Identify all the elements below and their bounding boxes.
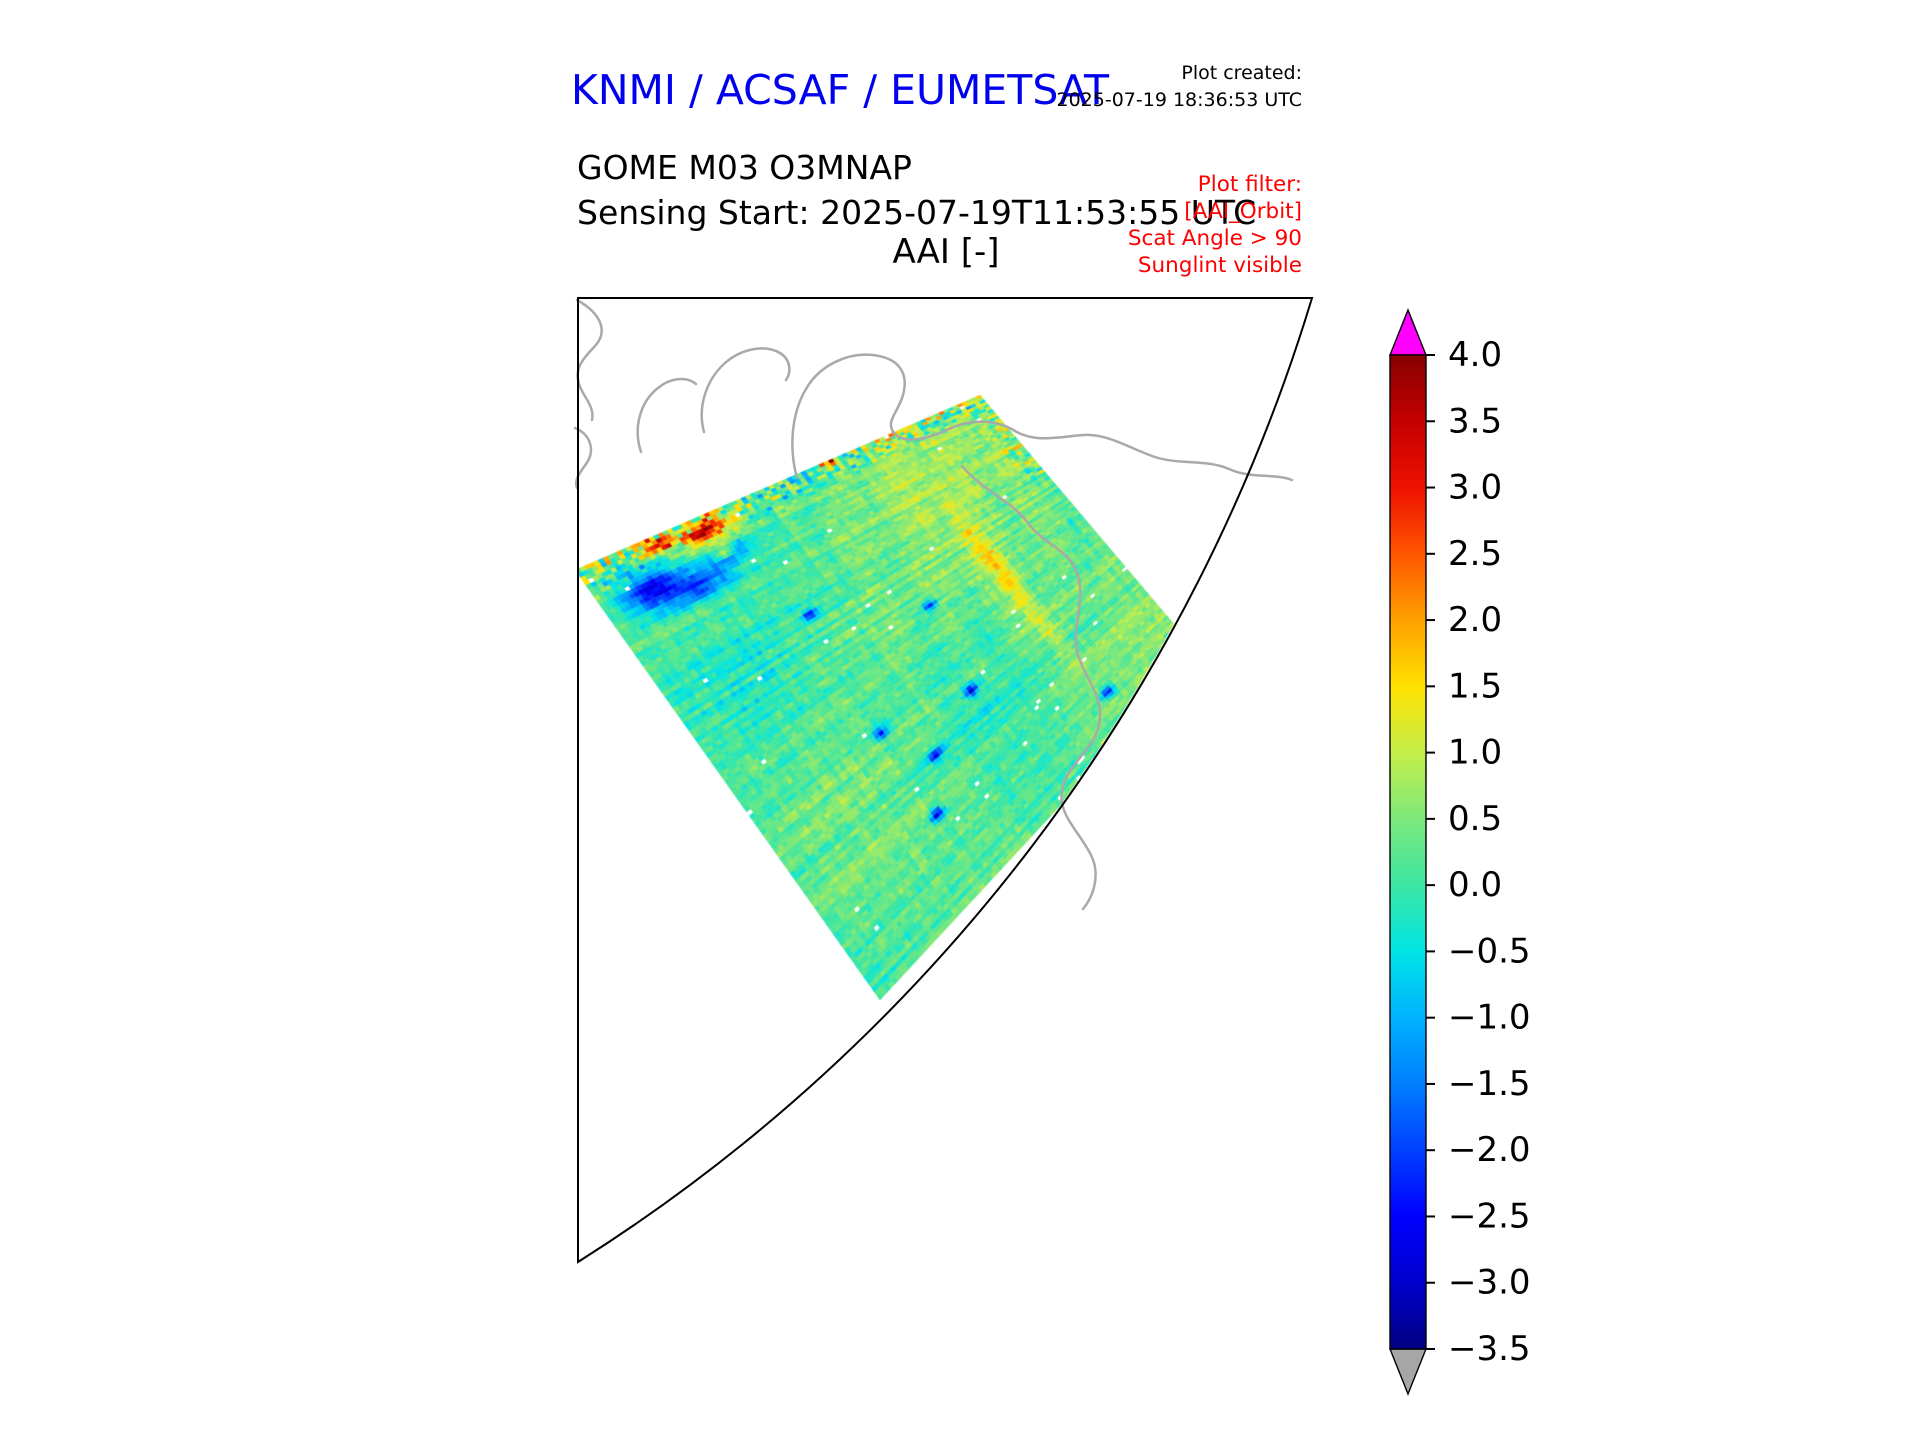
sensing-start: Sensing Start: 2025-07-19T11:53:55 UTC bbox=[577, 193, 1257, 232]
plot-created: Plot created: 2025-07-19 18:36:53 UTC bbox=[1020, 60, 1303, 114]
colorbar-tick-label: −2.5 bbox=[1448, 1196, 1531, 1236]
colorbar-under-arrow bbox=[1388, 1348, 1428, 1396]
filter-line: [AAI_Orbit] bbox=[1184, 199, 1302, 224]
colorbar-tick-label: 2.5 bbox=[1448, 534, 1502, 574]
colorbar-tick-label: 2.0 bbox=[1448, 600, 1502, 640]
plot-created-label: Plot created: bbox=[1181, 62, 1302, 84]
colorbar-tick-label: −3.5 bbox=[1448, 1329, 1531, 1369]
plot-created-time: 2025-07-19 18:36:53 UTC bbox=[1056, 89, 1303, 111]
colorbar-tick-label: −1.0 bbox=[1448, 998, 1531, 1038]
filter-line: Plot filter: bbox=[1197, 172, 1302, 197]
colorbar-tick-label: 3.0 bbox=[1448, 468, 1502, 508]
colorbar-tick-label: 3.5 bbox=[1448, 401, 1502, 441]
page-title: KNMI / ACSAF / EUMETSAT bbox=[570, 66, 1110, 114]
colorbar-tick-label: −1.5 bbox=[1448, 1064, 1531, 1104]
map-variable-title: AAI [-] bbox=[892, 232, 1000, 272]
filter-line: Sunglint visible bbox=[1137, 253, 1302, 278]
filter-line: Scat Angle > 90 bbox=[1127, 226, 1302, 251]
colorbar-tick-label: 1.0 bbox=[1448, 733, 1502, 773]
colorbar-tick-label: −2.0 bbox=[1448, 1130, 1531, 1170]
colorbar-tick-label: 1.5 bbox=[1448, 666, 1502, 706]
product-name: GOME M03 O3MNAP bbox=[577, 148, 912, 187]
colorbar-tick-label: 0.5 bbox=[1448, 799, 1502, 839]
colorbar-tick-label: −3.0 bbox=[1448, 1263, 1531, 1303]
plot-filter-note: Plot filter: [AAI_Orbit] Scat Angle > 90… bbox=[1000, 171, 1302, 279]
colorbar-tick-label: 0.0 bbox=[1448, 865, 1502, 905]
colorbar-gradient bbox=[1389, 354, 1427, 1350]
colorbar: 4.0 3.5 3.0 2.5 2.0 1.5 1.0 0.5 0.0 −0.5 −1.0 −1.5 −… bbox=[1388, 308, 1531, 1396]
colorbar-tick-label: 4.0 bbox=[1448, 335, 1502, 375]
colorbar-over-arrow bbox=[1388, 308, 1428, 356]
colorbar-tick-label: −0.5 bbox=[1448, 931, 1531, 971]
